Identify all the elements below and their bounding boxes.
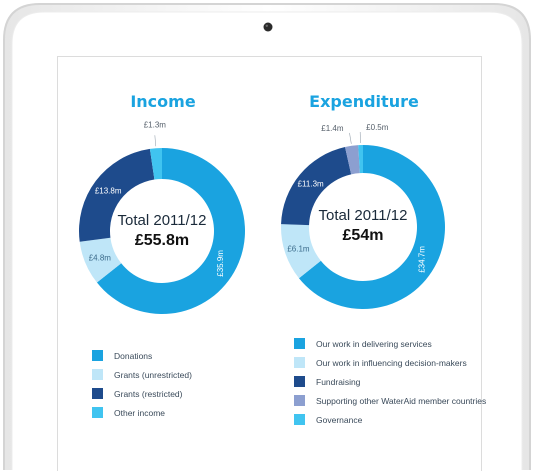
income-legend-item-donations: Donations — [92, 346, 192, 365]
income-slice-label-donations: £35.9m — [216, 250, 225, 277]
income-legend-swatch-grants-unrestricted — [92, 369, 103, 380]
expenditure-legend-label-our-work-in-delivering-services: Our work in delivering services — [316, 339, 432, 349]
income-legend-item-grants-restricted: Grants (restricted) — [92, 384, 192, 403]
income-legend-label-grants-unrestricted: Grants (unrestricted) — [114, 370, 192, 380]
expenditure-legend-swatch-governance — [294, 414, 305, 425]
expenditure-legend-swatch-our-work-in-delivering-services — [294, 338, 305, 349]
expenditure-legend-label-our-work-in-influencing-decision-makers: Our work in influencing decision-makers — [316, 358, 467, 368]
expenditure-legend-swatch-fundraising — [294, 376, 305, 387]
expenditure-legend-item-our-work-in-delivering-services: Our work in delivering services — [294, 334, 486, 353]
income-legend-item-grants-unrestricted: Grants (unrestricted) — [92, 365, 192, 384]
expenditure-legend-item-governance: Governance — [294, 410, 486, 429]
income-slice-label-other-income: £1.3m — [144, 120, 167, 129]
income-legend-label-donations: Donations — [114, 351, 152, 361]
expenditure-chart: Expenditure £34.7m£6.1m£11.3m£1.4m£0.5m … — [281, 92, 445, 309]
expenditure-leader-line-supporting-other-wateraid-member-countries — [350, 133, 352, 144]
expenditure-legend-item-our-work-in-influencing-decision-makers: Our work in influencing decision-makers — [294, 353, 486, 372]
income-legend-swatch-donations — [92, 350, 103, 361]
income-legend: Donations Grants (unrestricted) Grants (re… — [92, 346, 192, 422]
expenditure-slice-label-fundraising: £11.3m — [298, 180, 324, 189]
expenditure-center-value: £54m — [343, 227, 384, 244]
income-title: Income — [130, 92, 195, 111]
income-center-value: £55.8m — [135, 232, 189, 249]
income-legend-label-grants-restricted: Grants (restricted) — [114, 389, 183, 399]
income-legend-swatch-grants-restricted — [92, 388, 103, 399]
expenditure-legend-label-fundraising: Fundraising — [316, 377, 360, 387]
expenditure-legend-swatch-supporting-other-wateraid-member-countries — [294, 395, 305, 406]
expenditure-slice-label-governance: £0.5m — [366, 123, 389, 132]
income-legend-label-other-income: Other income — [114, 408, 165, 418]
income-leader-line-other-income — [155, 135, 156, 146]
expenditure-legend-label-governance: Governance — [316, 415, 362, 425]
expenditure-center-label: Total 2011/12 — [319, 207, 408, 224]
expenditure-slice-label-supporting-other-wateraid-member-countries: £1.4m — [321, 124, 344, 133]
expenditure-legend-item-fundraising: Fundraising — [294, 372, 486, 391]
expenditure-legend-swatch-our-work-in-influencing-decision-makers — [294, 357, 305, 368]
income-legend-swatch-other-income — [92, 407, 103, 418]
expenditure-legend-item-supporting-other-wateraid-member-countries: Supporting other WaterAid member countri… — [294, 391, 486, 410]
income-slice-label-grants-restricted: £13.8m — [95, 186, 122, 195]
income-legend-item-other-income: Other income — [92, 403, 192, 422]
expenditure-slice-label-our-work-in-delivering-services: £34.7m — [417, 246, 426, 273]
expenditure-legend-label-supporting-other-wateraid-member-countries: Supporting other WaterAid member countri… — [316, 396, 486, 406]
expenditure-slice-label-our-work-in-influencing-decision-makers: £6.1m — [287, 244, 310, 253]
expenditure-title: Expenditure — [309, 92, 419, 111]
income-chart: Income £35.9m £4.8m £13.8m £1.3m Total 2011… — [79, 92, 245, 314]
expenditure-legend: Our work in delivering services Our work … — [294, 334, 486, 429]
income-slice-label-grants-unrestricted: £4.8m — [89, 253, 112, 262]
income-center-label: Total 2011/12 — [118, 212, 207, 229]
